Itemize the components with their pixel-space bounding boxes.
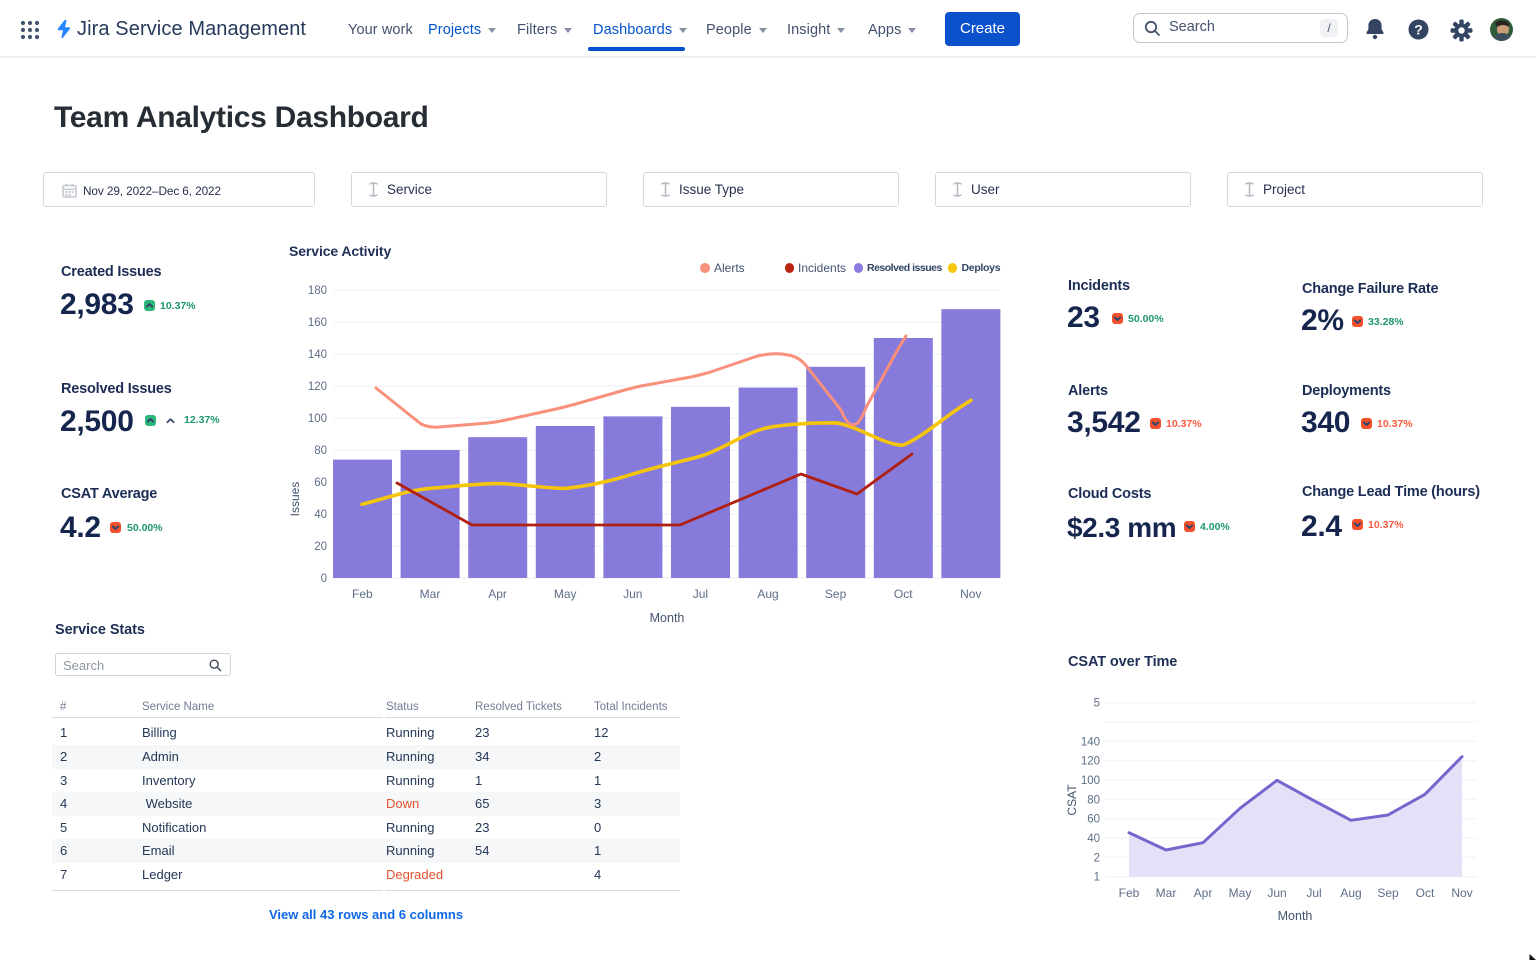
svg-text:20: 20: [314, 541, 327, 553]
svg-text:0: 0: [321, 573, 327, 585]
svg-text:40: 40: [314, 509, 327, 521]
svg-text:Feb: Feb: [352, 587, 373, 601]
svg-text:Issues: Issues: [288, 482, 302, 517]
svg-text:60: 60: [314, 477, 327, 489]
svg-text:Jun: Jun: [623, 587, 642, 601]
svg-text:Aug: Aug: [757, 587, 778, 601]
svg-text:2: 2: [1094, 852, 1100, 864]
svg-text:Jul: Jul: [1306, 886, 1321, 900]
svg-text:Oct: Oct: [894, 587, 913, 601]
svg-text:40: 40: [1087, 833, 1100, 845]
svg-text:1: 1: [1094, 872, 1100, 884]
svg-text:Mar: Mar: [420, 587, 441, 601]
svg-text:Jul: Jul: [693, 587, 708, 601]
svg-text:May: May: [1229, 886, 1252, 900]
svg-text:5: 5: [1094, 698, 1100, 710]
svg-text:Aug: Aug: [1340, 886, 1361, 900]
svg-text:Apr: Apr: [488, 587, 507, 601]
svg-text:120: 120: [308, 381, 327, 393]
svg-text:Sep: Sep: [825, 587, 847, 601]
svg-text:Oct: Oct: [1416, 886, 1435, 900]
svg-text:Apr: Apr: [1194, 886, 1213, 900]
svg-text:Jun: Jun: [1267, 886, 1286, 900]
svg-text:140: 140: [1081, 736, 1100, 748]
svg-text:?: ?: [1414, 22, 1423, 38]
svg-text:Sep: Sep: [1377, 886, 1399, 900]
svg-text:100: 100: [1081, 775, 1100, 787]
svg-text:80: 80: [1087, 794, 1100, 806]
svg-text:60: 60: [1087, 814, 1100, 826]
svg-text:180: 180: [308, 285, 327, 297]
svg-text:Month: Month: [650, 611, 685, 625]
svg-text:CSAT: CSAT: [1065, 784, 1079, 816]
svg-text:Month: Month: [1278, 909, 1313, 923]
svg-text:80: 80: [314, 445, 327, 457]
svg-text:160: 160: [308, 317, 327, 329]
svg-text:Mar: Mar: [1156, 886, 1177, 900]
svg-text:Nov: Nov: [1451, 886, 1472, 900]
svg-text:120: 120: [1081, 756, 1100, 768]
svg-text:Nov: Nov: [960, 587, 981, 601]
svg-text:Feb: Feb: [1119, 886, 1140, 900]
svg-text:100: 100: [308, 413, 327, 425]
svg-text:140: 140: [308, 349, 327, 361]
svg-text:May: May: [554, 587, 577, 601]
